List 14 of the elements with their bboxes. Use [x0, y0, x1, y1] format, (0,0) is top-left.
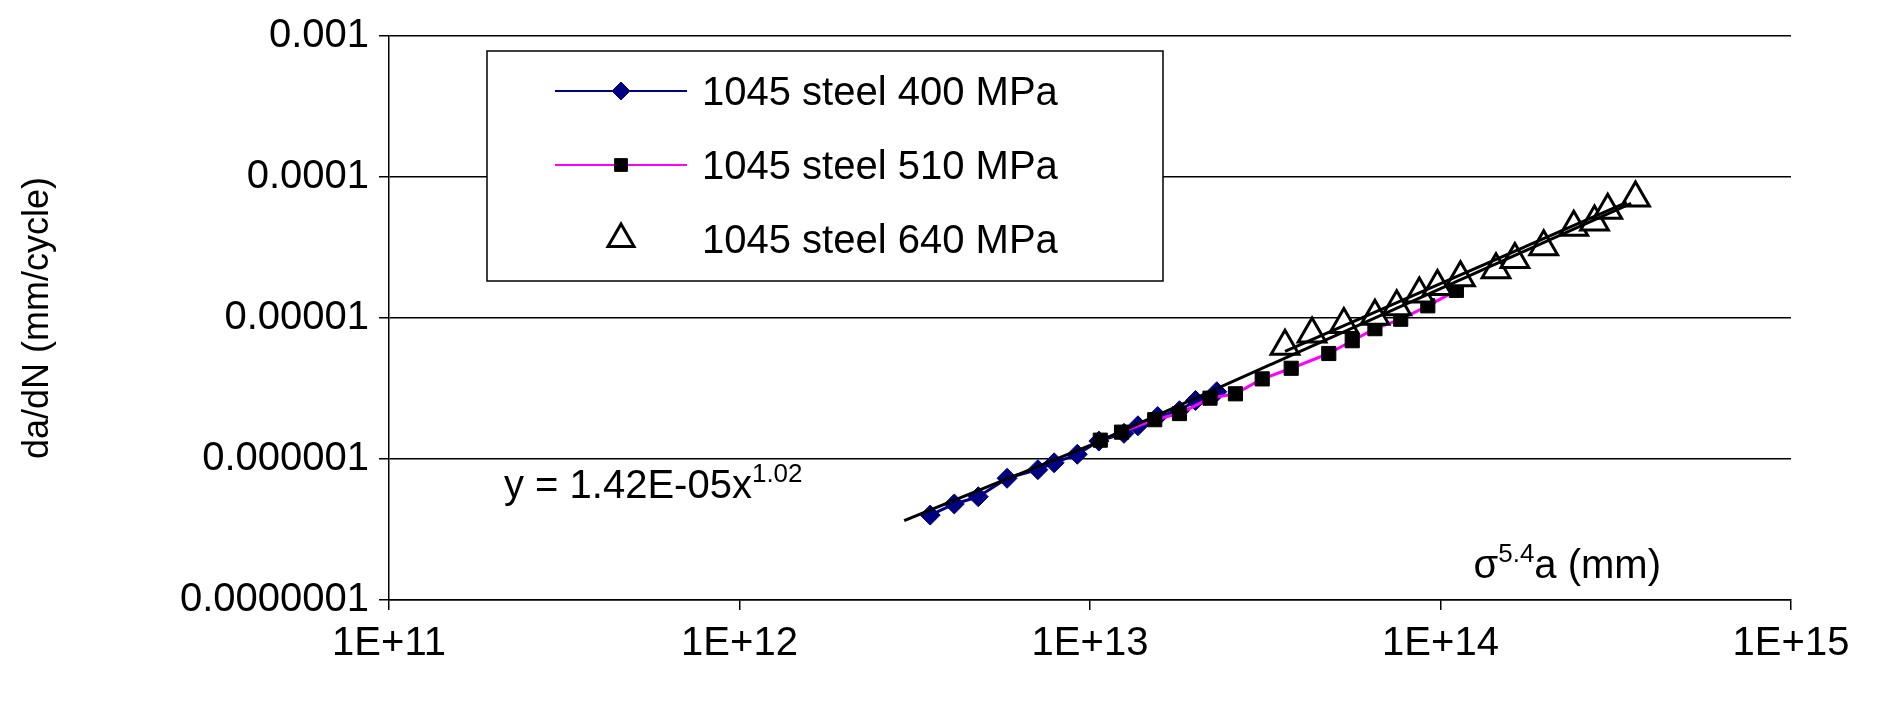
- x-tick-label: 1E+12: [681, 619, 798, 664]
- x-tick-label: 1E+14: [1382, 619, 1499, 664]
- x-tick-label: 1E+13: [1031, 619, 1149, 664]
- y-tick-label: 0.00001: [224, 293, 369, 338]
- y-axis-title: da/dN (mm/cycle): [15, 176, 56, 460]
- x-tick-label: 1E+15: [1732, 619, 1850, 664]
- legend-label: 1045 steel 400 MPa: [702, 69, 1059, 113]
- y-tick-label: 0.000001: [202, 434, 369, 479]
- y-tick-label: 0.001: [268, 11, 369, 56]
- x-tick-label: 1E+11: [332, 619, 446, 664]
- legend-label: 1045 steel 640 MPa: [702, 217, 1059, 261]
- legend-label: 1045 steel 510 MPa: [702, 143, 1059, 187]
- y-tick-label: 0.0000001: [179, 575, 369, 620]
- y-tick-label: 0.0001: [246, 152, 369, 197]
